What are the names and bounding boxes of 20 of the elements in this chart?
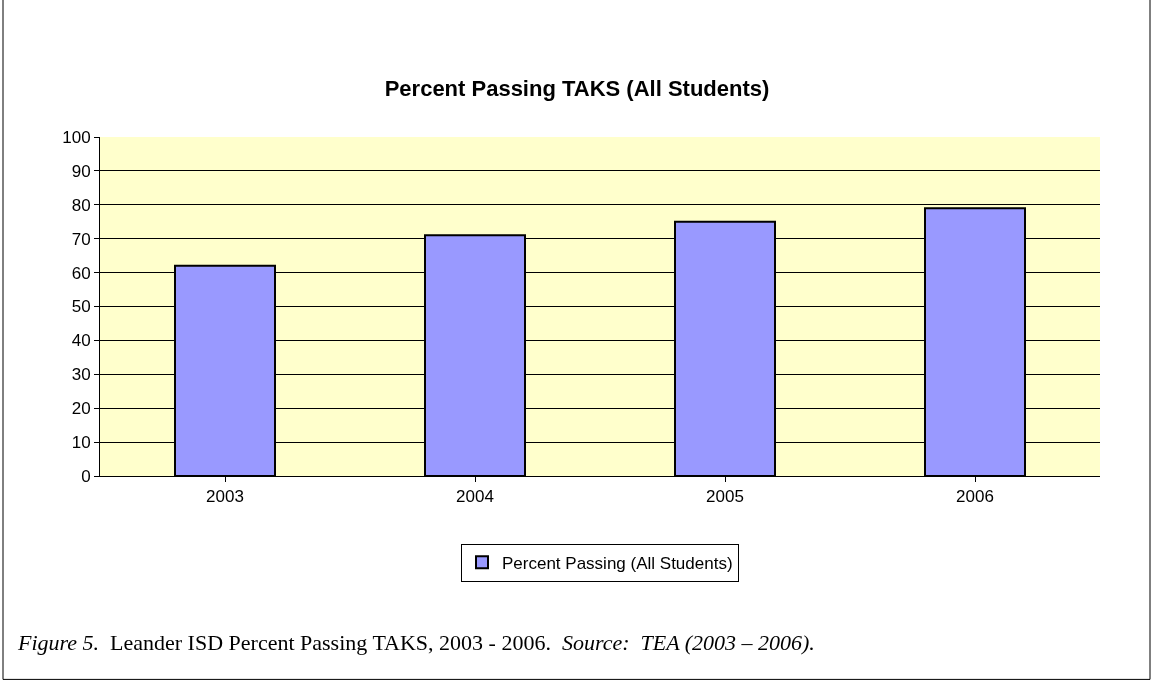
y-tick-label: 90 [71,161,91,181]
y-tick-label: 80 [71,195,91,215]
x-tick-label: 2005 [706,487,744,507]
y-tick-label: 60 [71,263,91,283]
y-tick-label: 70 [71,229,91,249]
source-note: Source: TEA (2003 – 2006). [561,630,815,655]
y-tick-label: 50 [71,297,91,317]
text: Leander ISD Percent Passing TAKS, 2003 - 2006. [110,630,551,655]
y-tick-label: 30 [71,365,91,385]
caption: Figure 5. [17,630,100,655]
x-tick-label: 2006 [956,487,994,507]
y-tick-label: 0 [81,466,91,486]
x-tick-label: 2004 [456,487,494,507]
y-tick-label: 10 [71,433,91,453]
y-tick-label: 40 [71,331,91,351]
y-tick-label: 100 [62,127,91,147]
y-tick-label: 20 [71,399,91,419]
legend-label: Percent Passing (All Students) [502,553,733,573]
chart-title: Percent Passing TAKS (All Students) [384,75,770,101]
x-tick-label: 2003 [206,487,244,507]
